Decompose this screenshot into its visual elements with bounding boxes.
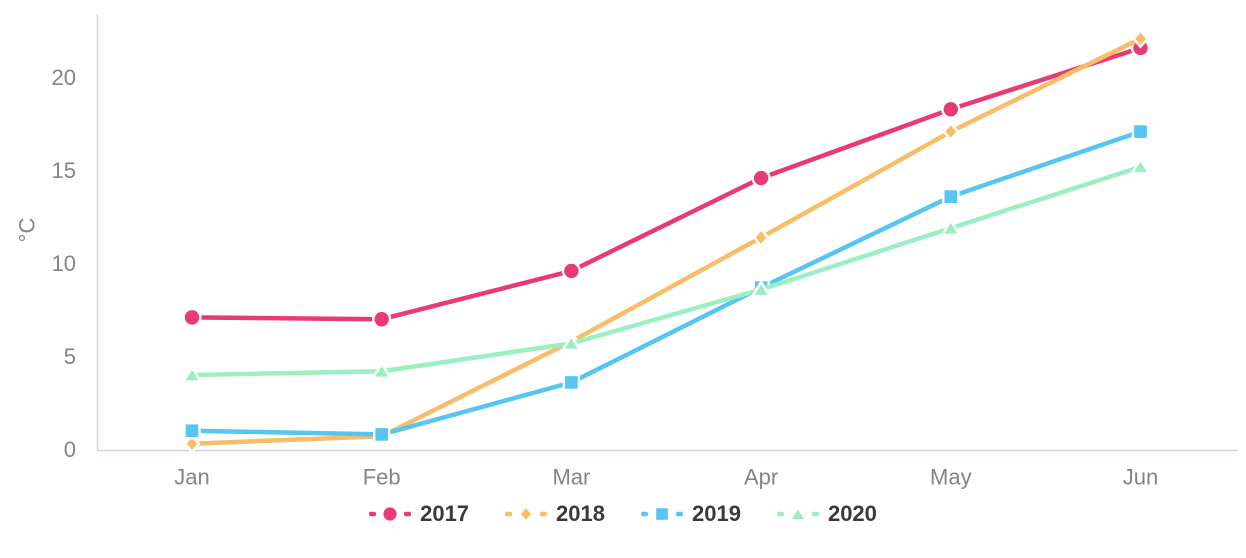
marker-2019-Jun [1131,122,1150,141]
marker-2017-Feb [372,309,392,329]
legend-item-2017[interactable]: 2017 [369,503,469,525]
series-line-2020 [189,164,1143,378]
legend-swatch-svg [369,505,412,523]
x-tick-label-May: May [930,465,972,490]
marker-2020-Jan [181,365,203,383]
marker-2020-Mar [560,333,583,352]
marker-2020-May [940,218,962,236]
marker-2019-May [942,187,960,206]
legend-dash-right [676,511,683,517]
series-2019 [183,122,1150,444]
x-tick-label-Feb: Feb [363,465,401,490]
legend-label-2020: 2020 [827,501,877,526]
legend-item-2020[interactable]: 2020 [776,501,877,526]
legend-label-2019: 2019 [692,501,741,526]
legend-dash-left [505,511,513,517]
y-tick-label-15: 15 [52,158,76,183]
legend-circle-marker [381,505,399,523]
legend-marker-square-icon [641,503,683,525]
marker-2019-Jan [183,422,201,440]
marker-2018-Jun [1131,28,1150,49]
x-tick-label-Apr: Apr [744,465,778,490]
legend-dash-left [369,511,377,517]
legend-item-2018[interactable]: 2018 [505,503,605,525]
legend-marker-circle-icon [369,503,412,525]
y-tick-label-5: 5 [64,344,76,369]
marker-2017-Jan [182,307,202,327]
legend-marker-triangle-icon [776,503,819,525]
marker-2020-Apr [750,279,772,298]
legend-dash-right [404,511,412,517]
legend-swatch-svg [505,504,548,524]
legend-label-2018: 2018 [556,501,605,526]
series-2020 [181,156,1152,383]
marker-2017-Mar [561,261,581,281]
legend-triangle-marker [788,504,808,522]
legend-square-marker [653,505,671,523]
y-tick-label-20: 20 [52,65,76,90]
marker-2018-Apr [752,227,770,248]
marker-2020-Jun [1129,156,1152,175]
series-line-2019 [189,129,1143,437]
legend-item-2019[interactable]: 2019 [641,503,741,525]
chart-legend: 2017 2018 2019 2020 [0,503,1246,525]
legend-marker-diamond-icon [505,503,548,525]
legend-diamond-marker [518,504,534,524]
legend-dash-left [776,511,784,517]
marker-2018-May [942,121,960,142]
x-tick-label-Jan: Jan [174,465,209,490]
marker-2017-May [941,99,961,119]
marker-2020-Feb [370,361,393,380]
y-tick-label-10: 10 [52,251,76,276]
legend-dash-right [811,511,819,517]
legend-dash-left [641,511,648,517]
series-2017 [182,38,1151,329]
x-tick-label-Mar: Mar [552,465,590,490]
y-tick-label-0: 0 [64,437,76,462]
legend-swatch-svg [776,504,819,522]
y-axis-title: °C [15,218,40,243]
legend-label-2017: 2017 [420,501,470,526]
series-line-2017 [189,45,1143,322]
legend-dash-right [540,511,548,517]
x-tick-label-Jun: Jun [1123,465,1158,490]
marker-2019-Mar [562,373,581,392]
marker-2017-Apr [751,168,771,188]
marker-2019-Feb [373,425,391,444]
series-line-2018 [189,36,1143,446]
marker-2018-Jan [183,433,201,454]
legend-swatch-svg [641,505,683,523]
